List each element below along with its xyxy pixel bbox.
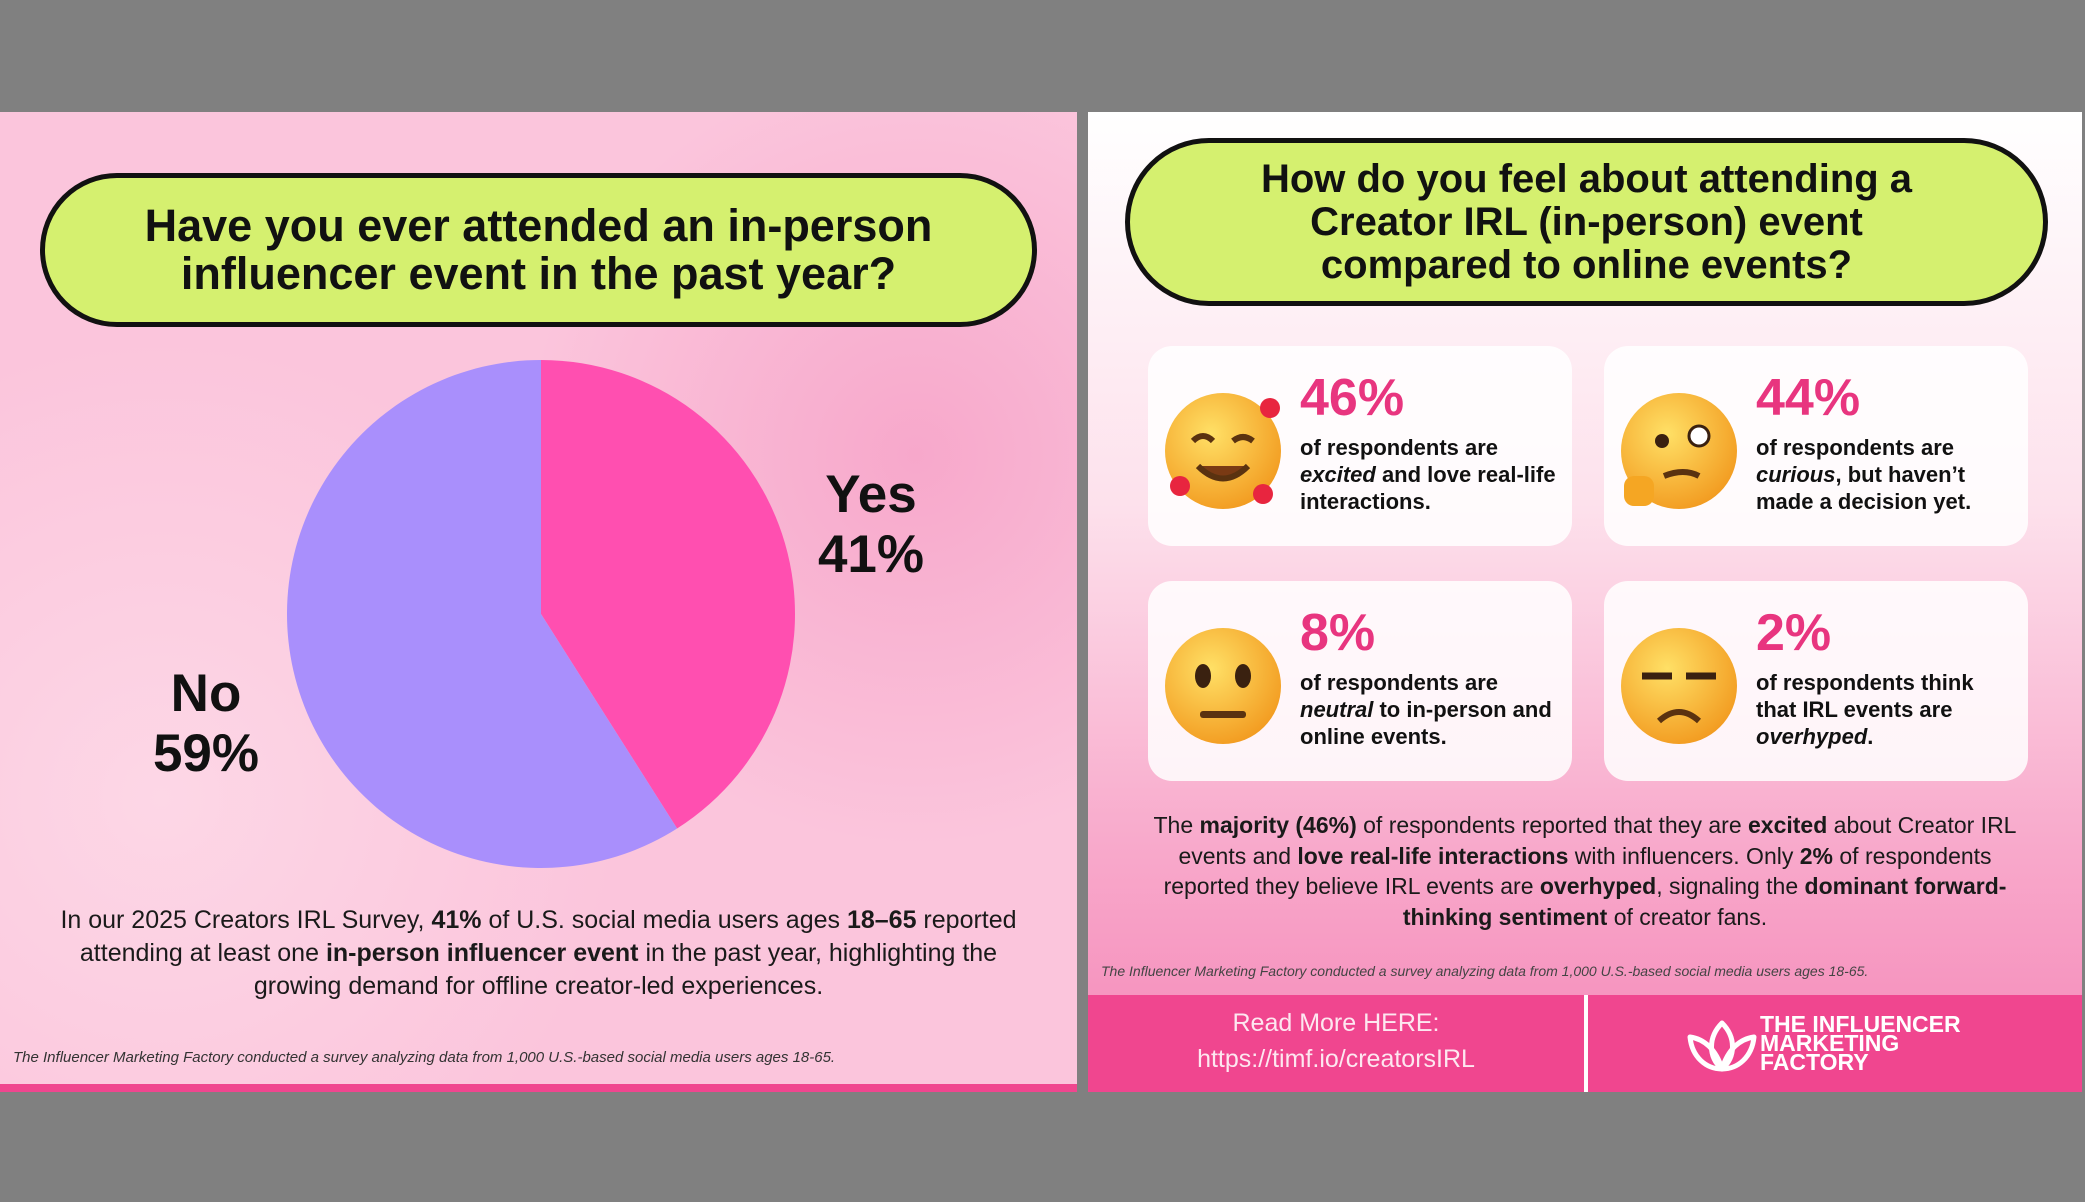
stat-card: 2% of respondents think that IRL events a… — [1604, 581, 2028, 781]
text-run: to in-person and online events. — [1300, 697, 1552, 749]
emoji — [1165, 393, 1281, 509]
emoji — [1621, 393, 1737, 509]
emphasis: 41% — [431, 906, 482, 934]
text-run: In our 2025 Creators IRL Survey, — [60, 906, 432, 934]
text-run: reported attending at least one — [79, 906, 1017, 967]
emphasis: neutral — [1300, 697, 1374, 722]
pie-slice — [541, 360, 795, 829]
text-run: of U.S. social media users ages — [481, 906, 847, 934]
text-run: with influencers. Only — [1568, 842, 1800, 869]
read-more: Read More HERE: — [1232, 1009, 1440, 1037]
logo-icon — [1687, 1020, 1757, 1072]
text-run: of respondents think that IRL events are — [1756, 670, 1974, 722]
stat-card: 44% of respondents are curious, but haven… — [1604, 346, 2028, 546]
emoji — [1165, 628, 1281, 744]
footnote: The Influencer Marketing Factory conduct… — [1101, 963, 1869, 979]
stat-card: 46% of respondents are excited and love r… — [1148, 346, 1572, 546]
emoji — [1621, 628, 1737, 744]
stat-text: of respondents are curious, but haven’t … — [1756, 434, 2018, 515]
stat-value: 46% — [1300, 369, 1405, 427]
summary: The majority (46%) of respondents report… — [1138, 810, 2032, 932]
footer-bar: Read More HERE: https://timf.io/creators… — [1088, 995, 2082, 1092]
left-panel: Have you ever attended an in-person infl… — [0, 112, 1077, 1092]
text-run: of respondents are — [1300, 435, 1499, 460]
text-run: , signaling the — [1656, 873, 1805, 899]
emphasis: 2% — [1799, 842, 1833, 869]
stat-text: of respondents are excited and love real… — [1300, 434, 1562, 515]
stat-value: 8% — [1300, 604, 1376, 662]
emphasis: dominant forward-thinking sentiment — [1402, 873, 2007, 930]
logo-line: THE INFLUENCER — [1760, 1011, 1961, 1037]
text-run: about Creator IRL events and — [1178, 812, 2017, 869]
pie-slice — [286, 360, 678, 868]
emphasis: love real-life interactions — [1297, 842, 1569, 869]
text-run: of respondents are — [1756, 435, 1955, 460]
stat-text: of respondents think that IRL events are… — [1756, 669, 2018, 750]
emphasis: 18–65 — [846, 906, 917, 934]
stat-card: 8% of respondents are neutral to in-perso… — [1148, 581, 1572, 781]
logo-line: FACTORY — [1760, 1049, 1869, 1075]
text-run: of respondents are — [1300, 670, 1499, 695]
bottom-strip — [0, 1084, 1077, 1092]
summary: In our 2025 Creators IRL Survey, 41% of … — [50, 904, 1027, 1003]
text-run: The — [1153, 812, 1200, 838]
text-run: . — [1867, 724, 1874, 749]
emphasis: overhyped — [1539, 873, 1657, 899]
url-link[interactable]: https://timf.io/creatorsIRL — [1197, 1045, 1475, 1073]
right-panel: How do you feel about attending a Creato… — [1088, 112, 2082, 1092]
slice-value: 59% — [153, 724, 259, 783]
slice-label: No — [171, 664, 242, 723]
emphasis: excited — [1300, 462, 1376, 487]
emphasis: overhyped — [1756, 724, 1868, 749]
text-run: of respondents reported that they are — [1356, 812, 1748, 838]
text-run: of respondents reported they believe IRL… — [1163, 842, 1992, 900]
infographic-title: How do you feel about attending a Creato… — [1125, 138, 2048, 306]
text-run: in the past year, highlighting the growi… — [253, 939, 998, 1000]
logo-line: MARKETING — [1760, 1030, 1900, 1056]
stat-text: of respondents are neutral to in-person … — [1300, 669, 1562, 750]
emphasis: excited — [1748, 812, 1828, 838]
text-run: of creator fans. — [1607, 903, 1768, 930]
emphasis: in-person influencer event — [325, 939, 639, 967]
text-run: , but haven’t made a decision yet. — [1756, 462, 1972, 514]
divider — [1584, 995, 1588, 1092]
emphasis: curious — [1756, 462, 1836, 487]
slice-value: 41% — [818, 525, 924, 584]
stat-value: 2% — [1756, 604, 1832, 662]
slice-label: Yes — [825, 465, 916, 524]
text-run: and love real-life interactions. — [1300, 462, 1556, 514]
footnote: The Influencer Marketing Factory conduct… — [13, 1049, 836, 1066]
emphasis: majority (46%) — [1199, 812, 1357, 838]
chart-title: Have you ever attended an in-person infl… — [40, 173, 1037, 327]
logo-text: THE INFLUENCER MARKETING FACTORY — [1760, 1011, 1961, 1075]
stat-value: 44% — [1756, 369, 1861, 427]
